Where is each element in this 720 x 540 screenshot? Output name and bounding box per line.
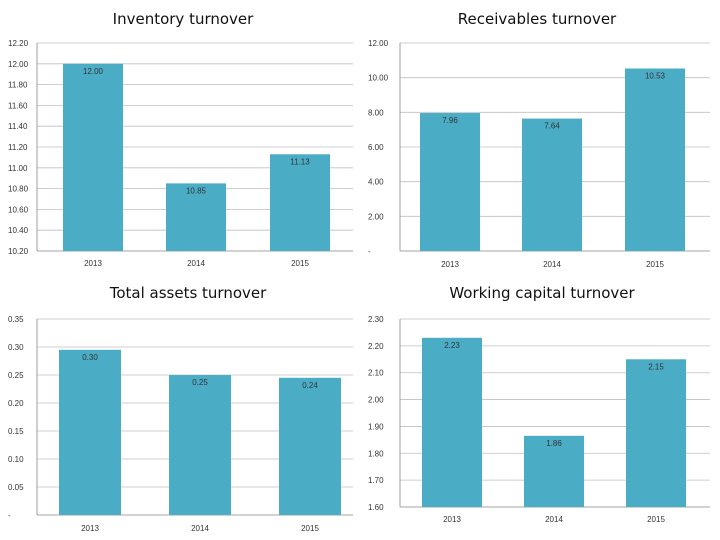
y-tick-label: 2.00 [368, 396, 384, 405]
y-tick-label: 4.00 [368, 178, 384, 187]
y-tick-label: 0.05 [8, 483, 24, 492]
data-label: 2.23 [444, 341, 460, 350]
x-category-label: 2014 [545, 515, 563, 524]
y-tick-label: 11.00 [8, 164, 28, 173]
y-tick-label: 10.20 [8, 247, 29, 256]
y-tick-label: - [368, 247, 371, 256]
x-category-label: 2015 [301, 524, 319, 533]
y-tick-label: 1.60 [368, 503, 384, 512]
data-label: 2.15 [648, 362, 664, 371]
y-tick-label: 8.00 [368, 108, 384, 117]
inventory-turnover-chart: Inventory turnover 10.20 10.40 10.60 10.80 11… [0, 0, 360, 275]
total-assets-turnover-svg: Total assets turnover - 0.05 0.10 0.15 0.20 0.… [8, 284, 353, 533]
y-tick-label: 10.60 [8, 205, 29, 214]
bar-2015 [270, 154, 330, 251]
receivables-turnover-svg: Receivables turnover - 2.00 4.00 6.00 8.00 10.… [368, 10, 710, 269]
chart-title: Inventory turnover [113, 10, 254, 28]
y-tick-label: 11.60 [8, 101, 28, 110]
x-category-label: 2015 [291, 259, 309, 268]
y-tick-label: 10.00 [368, 74, 389, 83]
x-category-label: 2015 [646, 260, 664, 269]
data-label: 11.13 [290, 157, 310, 166]
x-category-label: 2015 [647, 515, 665, 524]
data-label: 0.24 [302, 381, 318, 390]
y-tick-label: - [8, 511, 11, 520]
y-tick-label: 11.40 [8, 122, 28, 131]
data-label: 0.25 [192, 378, 208, 387]
y-tick-label: 10.80 [8, 185, 29, 194]
y-tick-label: 1.80 [368, 449, 384, 458]
bar-2013 [420, 113, 480, 251]
data-label: 10.85 [186, 186, 207, 195]
bar-2015 [626, 359, 686, 507]
bar-2013 [59, 349, 121, 515]
y-tick-label: 2.20 [368, 342, 384, 351]
chart-title: Working capital turnover [449, 284, 635, 302]
y-tick-label: 12.00 [368, 39, 389, 48]
x-category-label: 2013 [443, 515, 461, 524]
data-label: 12.00 [83, 67, 104, 76]
x-category-label: 2014 [543, 260, 561, 269]
bar-2014 [166, 183, 226, 251]
bar-2013 [63, 63, 123, 251]
x-category-label: 2013 [441, 260, 459, 269]
inventory-turnover-svg: Inventory turnover 10.20 10.40 10.60 10.80 11… [8, 10, 353, 268]
bar-2013 [422, 337, 482, 507]
data-label: 0.30 [82, 353, 98, 362]
y-tick-label: 2.10 [368, 369, 384, 378]
y-tick-label: 10.40 [8, 226, 29, 235]
bar-2014 [522, 118, 582, 251]
y-tick-label: 0.25 [8, 371, 24, 380]
chart-title: Total assets turnover [109, 284, 267, 302]
data-label: 7.64 [544, 122, 560, 131]
y-tick-label: 12.00 [8, 60, 29, 69]
y-tick-label: 1.90 [368, 422, 384, 431]
y-tick-label: 2.30 [368, 315, 384, 324]
y-tick-label: 0.10 [8, 455, 24, 464]
bar-2014 [169, 375, 231, 515]
y-tick-label: 1.70 [368, 476, 384, 485]
y-tick-label: 11.80 [8, 81, 28, 90]
total-assets-turnover-chart: Total assets turnover - 0.05 0.10 0.15 0.20 0.… [0, 278, 360, 540]
x-category-label: 2014 [187, 259, 205, 268]
receivables-turnover-chart: Receivables turnover - 2.00 4.00 6.00 8.00 10.… [360, 0, 720, 275]
bar-2015 [625, 68, 685, 251]
y-tick-label: 11.20 [8, 143, 28, 152]
y-tick-label: 0.35 [8, 315, 24, 324]
data-label: 1.86 [546, 439, 562, 448]
y-tick-label: 2.00 [368, 212, 384, 221]
y-tick-label: 0.20 [8, 399, 24, 408]
y-tick-label: 0.30 [8, 343, 24, 352]
x-category-label: 2013 [81, 524, 99, 533]
y-tick-label: 12.20 [8, 39, 29, 48]
data-label: 10.53 [645, 71, 666, 80]
bar-2015 [279, 377, 341, 515]
x-category-label: 2014 [191, 524, 209, 533]
y-tick-label: 0.15 [8, 427, 24, 436]
y-tick-label: 6.00 [368, 143, 384, 152]
bar-2014 [524, 435, 584, 507]
data-label: 7.96 [442, 116, 458, 125]
working-capital-turnover-svg: Working capital turnover 1.60 1.70 1.80 1.90… [368, 284, 710, 524]
x-category-label: 2013 [84, 259, 102, 268]
working-capital-turnover-chart: Working capital turnover 1.60 1.70 1.80 1.90… [360, 278, 720, 540]
chart-title: Receivables turnover [458, 10, 617, 28]
